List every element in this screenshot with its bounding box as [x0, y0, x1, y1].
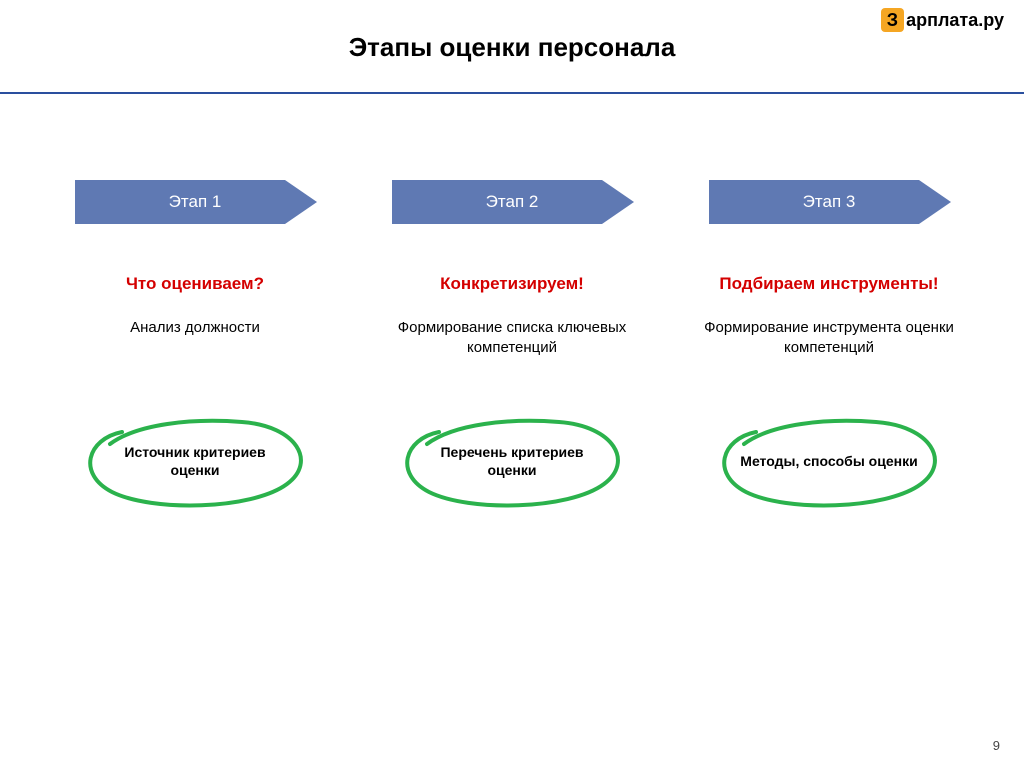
oval-text: Перечень критериев оценки	[417, 443, 607, 479]
stage-oval-2: Перечень критериев оценки	[417, 426, 607, 496]
stage-description: Анализ должности	[130, 318, 260, 378]
stage-column-2: Этап 2 Конкретизируем! Формирование спис…	[367, 180, 657, 496]
stages-row: Этап 1 Что оцениваем? Анализ должности И…	[50, 180, 974, 496]
brand-logo: Зарплата.ру	[881, 10, 1004, 31]
stage-heading: Подбираем инструменты!	[719, 274, 938, 296]
stage-oval-1: Источник критериев оценки	[100, 426, 290, 496]
stage-label: Этап 1	[169, 192, 222, 212]
stage-label: Этап 2	[486, 192, 539, 212]
horizontal-rule	[0, 92, 1024, 94]
stage-arrow-3: Этап 3	[709, 180, 949, 224]
logo-first-letter: З	[881, 8, 904, 32]
arrow-head-icon	[919, 180, 951, 224]
stage-heading: Что оцениваем?	[126, 274, 264, 296]
stage-heading: Конкретизируем!	[440, 274, 584, 296]
oval-text: Источник критериев оценки	[100, 443, 290, 479]
page-number: 9	[993, 738, 1000, 753]
stage-arrow-2: Этап 2	[392, 180, 632, 224]
stage-arrow-1: Этап 1	[75, 180, 315, 224]
arrow-head-icon	[285, 180, 317, 224]
oval-text: Методы, способы оценки	[740, 452, 917, 470]
stage-label: Этап 3	[803, 192, 856, 212]
stage-column-1: Этап 1 Что оцениваем? Анализ должности И…	[50, 180, 340, 496]
logo-rest: арплата.ру	[904, 10, 1004, 30]
stage-description: Формирование инструмента оценки компетен…	[684, 318, 974, 378]
arrow-head-icon	[602, 180, 634, 224]
page-title: Этапы оценки персонала	[0, 0, 1024, 81]
stage-column-3: Этап 3 Подбираем инструменты! Формирован…	[684, 180, 974, 496]
stage-oval-3: Методы, способы оценки	[734, 426, 924, 496]
stage-description: Формирование списка ключевых компетенций	[367, 318, 657, 378]
